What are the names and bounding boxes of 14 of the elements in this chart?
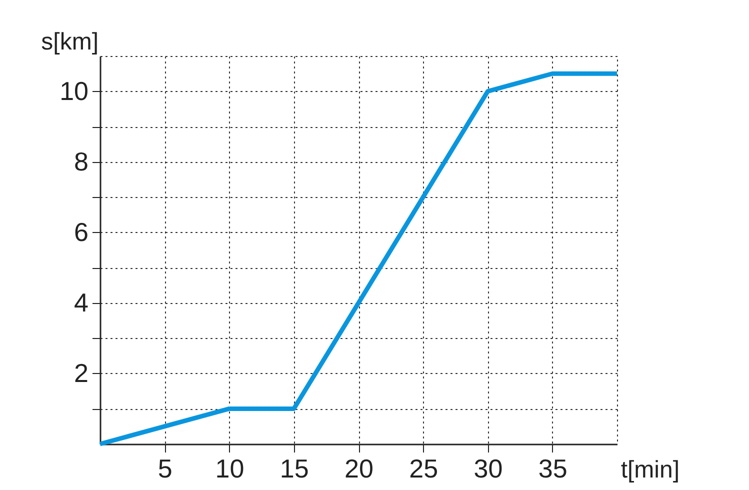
y-tick-label: 2 — [74, 358, 88, 388]
x-tick-label: 10 — [215, 454, 244, 484]
x-tick-label: 35 — [538, 454, 568, 484]
y-tick-label: 4 — [74, 287, 88, 318]
x-tick-label: 5 — [158, 454, 172, 484]
x-axis-title: t[min] — [620, 456, 680, 484]
y-tick-label: 10 — [60, 76, 88, 106]
x-tick-label: 20 — [344, 454, 374, 484]
x-tick-label: 30 — [474, 454, 503, 484]
x-tick-label: 25 — [409, 454, 438, 484]
y-tick-label: 8 — [74, 146, 88, 176]
x-tick-label: 15 — [280, 454, 309, 484]
y-axis-title: s[km] — [41, 28, 98, 56]
y-tick-label: 6 — [74, 216, 88, 247]
